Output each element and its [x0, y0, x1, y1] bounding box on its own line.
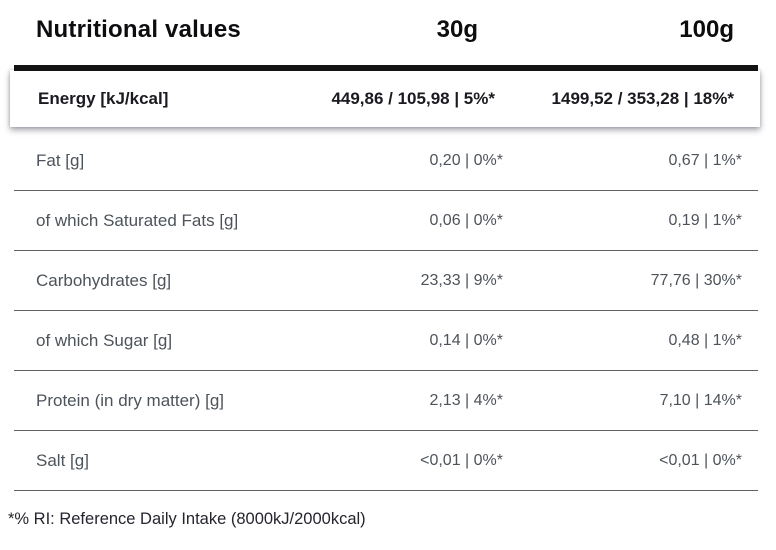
nutrient-value-per-30g: 23,33 | 9%*: [420, 271, 503, 289]
header-divider-bar: [14, 65, 758, 71]
nutrient-value-per-30g: 0,20 | 0%*: [429, 151, 503, 169]
nutrient-row: of which Sugar [g] 0,14 | 0%* 0,48 | 1%*: [14, 311, 758, 371]
nutrient-row-label: Fat [g]: [36, 150, 85, 170]
table-header-row: Nutritional values 30g 100g: [14, 0, 758, 65]
nutrient-row-label: Carbohydrates [g]: [36, 270, 172, 290]
energy-value-per-100g: 1499,52 / 353,28 | 18%*: [551, 88, 734, 108]
energy-row-label: Energy [kJ/kcal]: [38, 88, 169, 108]
nutrient-rows: Fat [g] 0,20 | 0%* 0,67 | 1%* of which S…: [14, 131, 758, 491]
nutrient-row-label: of which Sugar [g]: [36, 330, 173, 350]
nutrient-row-label: Salt [g]: [36, 450, 89, 470]
nutrient-row: Fat [g] 0,20 | 0%* 0,67 | 1%*: [14, 131, 758, 191]
table-title: Nutritional values: [36, 16, 241, 43]
reference-intake-footnote: *% RI: Reference Daily Intake (8000kJ/20…: [8, 510, 366, 528]
column-header-100g: 100g: [679, 16, 734, 43]
nutrient-row: Protein (in dry matter) [g] 2,13 | 4%* 7…: [14, 371, 758, 431]
energy-value-per-30g: 449,86 / 105,98 | 5%*: [331, 88, 495, 108]
nutrient-row: Salt [g] <0,01 | 0%* <0,01 | 0%*: [14, 431, 758, 491]
nutrient-row-label: of which Saturated Fats [g]: [36, 210, 239, 230]
nutrient-row: of which Saturated Fats [g] 0,06 | 0%* 0…: [14, 191, 758, 251]
nutrient-value-per-100g: 77,76 | 30%*: [650, 271, 742, 289]
nutrient-row-label: Protein (in dry matter) [g]: [36, 390, 225, 410]
nutrient-value-per-30g: 0,06 | 0%*: [429, 211, 503, 229]
energy-row: Energy [kJ/kcal] 449,86 / 105,98 | 5%* 1…: [10, 70, 760, 127]
nutrient-value-per-30g: 0,14 | 0%*: [429, 331, 503, 349]
nutrient-value-per-100g: 0,19 | 1%*: [668, 211, 742, 229]
nutrient-value-per-100g: <0,01 | 0%*: [659, 451, 742, 469]
nutrient-value-per-30g: 2,13 | 4%*: [429, 391, 503, 409]
nutrient-row: Carbohydrates [g] 23,33 | 9%* 77,76 | 30…: [14, 251, 758, 311]
nutrient-value-per-100g: 7,10 | 14%*: [659, 391, 742, 409]
nutrient-value-per-100g: 0,67 | 1%*: [668, 151, 742, 169]
nutrient-value-per-30g: <0,01 | 0%*: [420, 451, 503, 469]
column-header-30g: 30g: [436, 16, 478, 43]
nutrient-value-per-100g: 0,48 | 1%*: [668, 331, 742, 349]
